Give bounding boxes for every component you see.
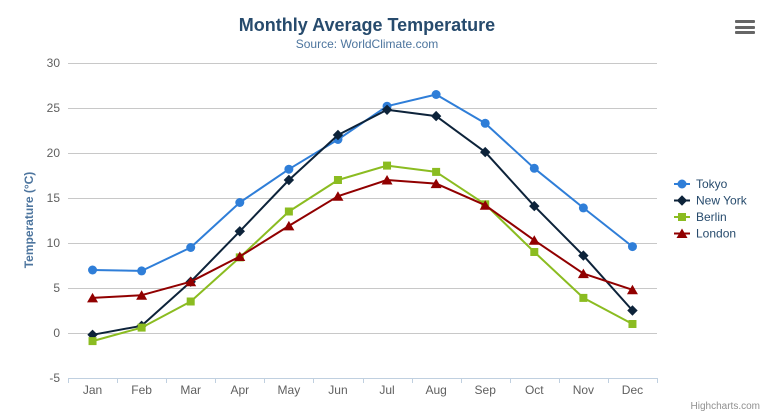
data-point-london-oct[interactable] — [528, 235, 540, 245]
series-line-new-york — [91, 108, 634, 336]
data-point-tokyo-feb[interactable] — [137, 266, 147, 276]
data-point-new-york-dec[interactable] — [627, 305, 638, 316]
y-axis-label: 30 — [47, 56, 61, 70]
data-point-london-dec[interactable] — [626, 284, 638, 295]
x-axis-labels: Jan Feb Mar Apr May Jun Jul Aug Sep Oct Nov Dec — [83, 383, 643, 397]
y-axis-label: 25 — [47, 101, 61, 115]
data-point-london-jun[interactable] — [332, 191, 344, 201]
legend-marker-london — [676, 228, 688, 238]
y-axis-label: 5 — [53, 281, 60, 295]
data-point-london-feb[interactable] — [136, 290, 148, 300]
legend-marker-new-york — [676, 195, 688, 206]
data-point-london-jan[interactable] — [87, 292, 99, 303]
y-axis-label: 15 — [47, 191, 61, 205]
legend-item-berlin[interactable]: Berlin — [674, 210, 727, 224]
x-axis-label: Jun — [328, 383, 347, 397]
x-axis-label: Sep — [475, 383, 497, 397]
legend-label-new-york: New York — [696, 194, 748, 208]
data-point-new-york-sep[interactable] — [480, 146, 491, 158]
x-axis-label: Mar — [180, 383, 201, 397]
data-point-london-aug[interactable] — [430, 178, 442, 189]
legend-label-london: London — [696, 227, 736, 241]
data-point-tokyo-mar[interactable] — [186, 243, 196, 252]
data-point-berlin-nov[interactable] — [579, 293, 588, 302]
data-point-new-york-apr[interactable] — [234, 226, 245, 237]
chart-title: Monthly Average Temperature — [239, 15, 495, 35]
series-new-york — [87, 104, 638, 340]
x-axis-label: Nov — [573, 383, 594, 397]
data-point-berlin-jul[interactable] — [383, 161, 392, 170]
data-point-berlin-jun[interactable] — [333, 176, 342, 184]
series-line-tokyo — [91, 93, 634, 272]
legend-item-tokyo[interactable]: Tokyo — [674, 177, 728, 191]
data-point-new-york-jun[interactable] — [332, 129, 344, 141]
data-point-berlin-feb[interactable] — [137, 323, 146, 332]
data-point-berlin-jan[interactable] — [88, 337, 97, 346]
y-axis-labels: -5 0 5 10 15 20 25 30 — [47, 56, 61, 385]
credits-link[interactable]: Highcharts.com — [690, 401, 760, 412]
x-axis-label: Apr — [230, 383, 249, 397]
data-point-london-apr[interactable] — [234, 251, 246, 262]
data-point-berlin-dec[interactable] — [628, 320, 637, 328]
data-point-new-york-may[interactable] — [283, 174, 295, 186]
series-london — [87, 175, 638, 303]
y-axis-label: 20 — [47, 146, 61, 160]
data-point-berlin-aug[interactable] — [432, 167, 441, 176]
data-point-new-york-nov[interactable] — [578, 250, 589, 261]
legend-item-new-york[interactable]: New York — [674, 194, 748, 208]
x-axis-label: Aug — [425, 383, 446, 397]
x-axis-label: May — [278, 383, 301, 397]
data-point-tokyo-may[interactable] — [284, 164, 294, 174]
gridlines — [68, 63, 657, 334]
x-axis-label: Oct — [525, 383, 544, 397]
data-point-tokyo-oct[interactable] — [529, 163, 539, 173]
data-point-london-may[interactable] — [283, 220, 295, 231]
y-axis-label: 0 — [53, 326, 60, 340]
data-point-new-york-aug[interactable] — [430, 110, 442, 122]
series-line-london — [91, 179, 634, 299]
x-axis-label: Feb — [131, 383, 152, 397]
data-point-tokyo-nov[interactable] — [578, 203, 588, 213]
series-group — [87, 90, 638, 346]
data-point-tokyo-dec[interactable] — [627, 242, 637, 252]
data-point-new-york-oct[interactable] — [529, 200, 540, 212]
data-point-new-york-jul[interactable] — [381, 104, 393, 115]
x-axis-label: Dec — [622, 383, 643, 397]
data-point-berlin-may[interactable] — [284, 207, 293, 216]
chart-subtitle: Source: WorldClimate.com — [296, 37, 439, 51]
legend-label-berlin: Berlin — [696, 210, 727, 224]
x-axis-label: Jul — [379, 383, 394, 397]
data-point-london-nov[interactable] — [577, 268, 589, 279]
hamburger-icon — [735, 20, 755, 34]
data-point-tokyo-aug[interactable] — [431, 90, 441, 99]
series-line-berlin — [91, 164, 634, 343]
legend-label-tokyo: Tokyo — [696, 177, 728, 191]
y-axis-label: 10 — [47, 236, 61, 250]
legend-marker-tokyo — [677, 179, 687, 189]
data-point-tokyo-sep[interactable] — [480, 118, 490, 128]
y-axis-title: Temperature (°C) — [22, 172, 36, 269]
data-point-tokyo-jan[interactable] — [88, 265, 98, 275]
y-axis-label: -5 — [49, 371, 60, 385]
x-axis-label: Jan — [83, 383, 102, 397]
data-point-tokyo-apr[interactable] — [235, 198, 245, 207]
data-point-berlin-mar[interactable] — [186, 297, 195, 306]
legend-item-london[interactable]: London — [674, 227, 736, 241]
data-point-berlin-oct[interactable] — [530, 248, 539, 256]
context-menu-button[interactable] — [735, 20, 755, 34]
series-tokyo — [88, 90, 637, 276]
legend: Tokyo New York Berlin London — [674, 177, 748, 241]
data-point-london-mar[interactable] — [185, 276, 197, 287]
legend-marker-berlin — [678, 213, 686, 221]
x-axis — [68, 378, 658, 383]
data-point-london-jul[interactable] — [381, 175, 393, 185]
data-point-london-sep[interactable] — [479, 200, 491, 210]
